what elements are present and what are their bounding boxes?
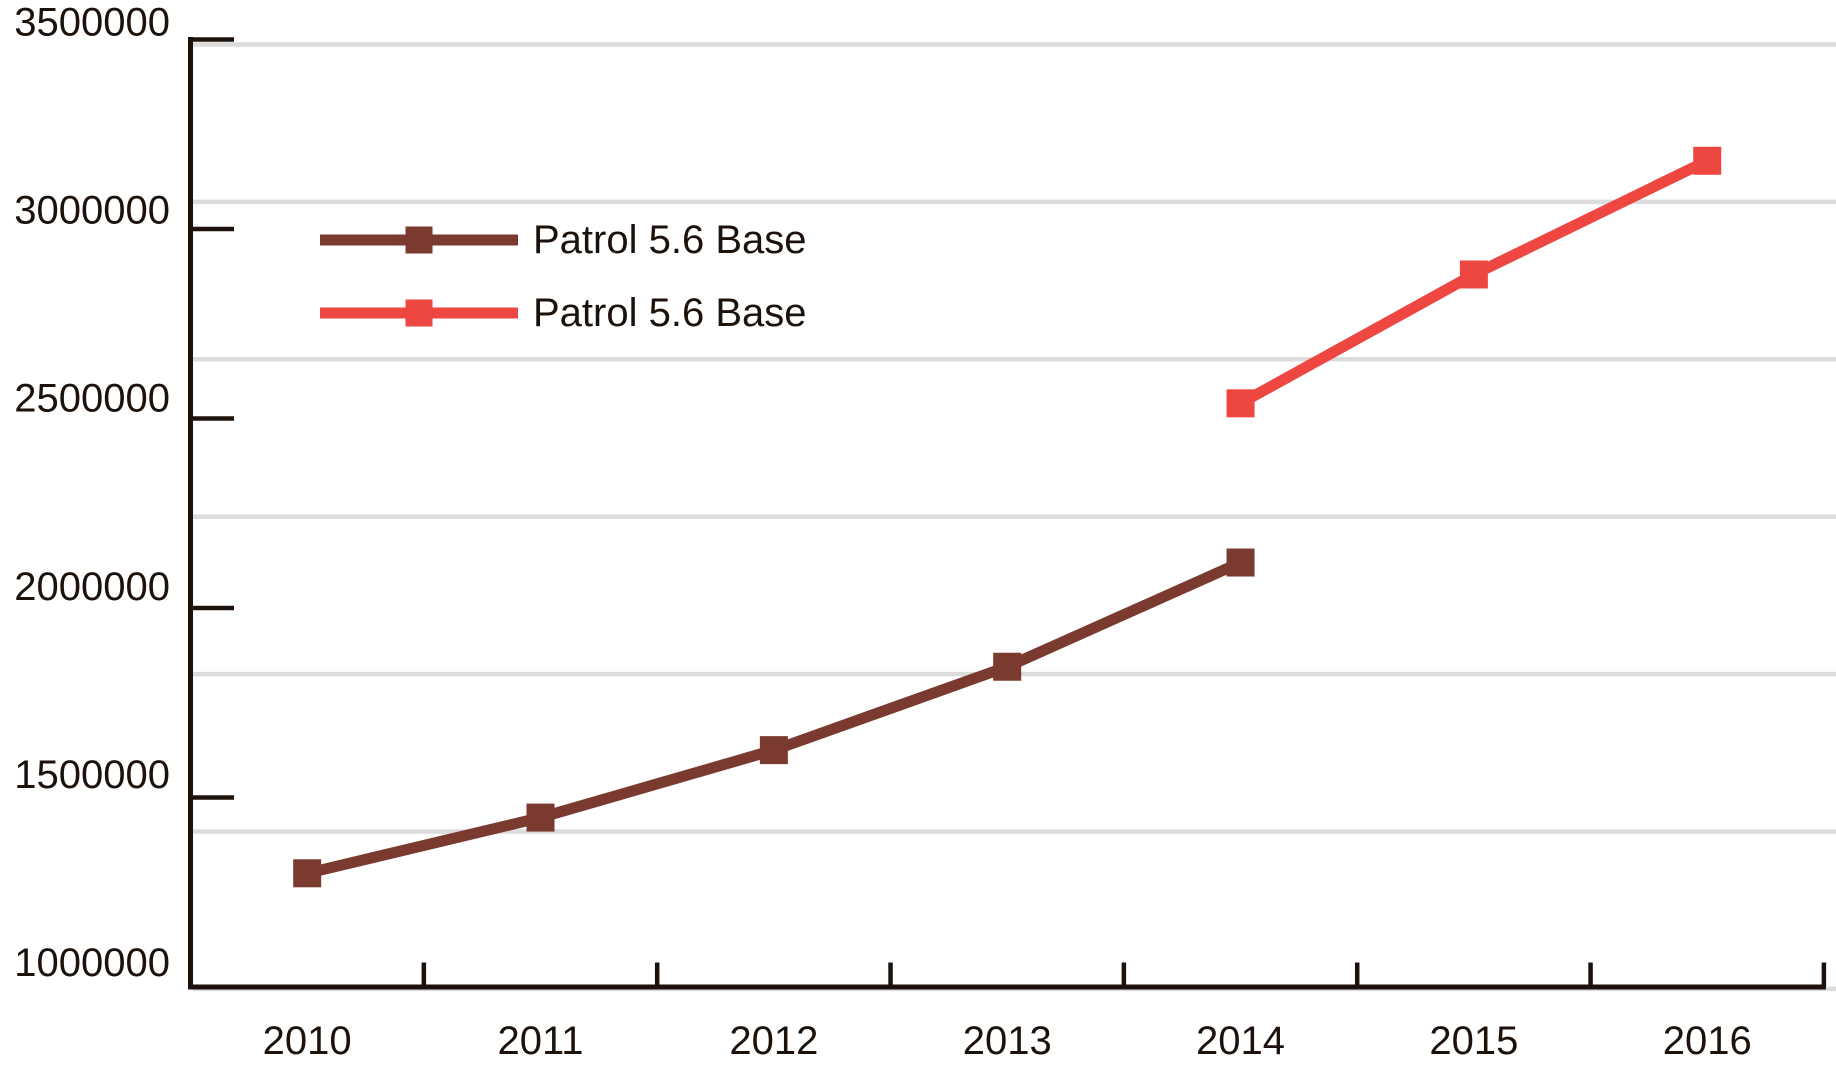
series-2-square-marker [1693,146,1722,175]
x-tick-label: 2012 [729,1019,818,1063]
x-tick-label: 2013 [963,1019,1052,1063]
series-group [293,146,1722,888]
series-1-square-marker [1226,548,1255,577]
series-2-square-marker [1226,389,1255,418]
y-tick-label: 2500000 [14,377,170,421]
y-tick-label: 3500000 [14,1,170,45]
series-1-square-marker [993,652,1022,681]
x-tick-label: 2016 [1663,1019,1752,1063]
y-tick-label: 2000000 [14,565,170,609]
x-tick-label: 2014 [1196,1019,1285,1063]
series-2-square-marker [1459,260,1488,289]
axis-labels-group: 3500000 3000000 2500000 2000000 1500000 10000… [14,1,1751,1064]
axes-group [188,37,1827,990]
x-tick-label: 2011 [498,1019,584,1063]
y-tick-label: 1000000 [14,941,170,985]
series-1-square-marker [759,736,788,765]
y-tick-label: 3000000 [14,189,170,233]
series-line-1 [305,557,1243,879]
series-1-square-marker [526,803,555,832]
x-tick-label: 2010 [263,1019,352,1063]
y-tick-label: 1500000 [14,753,170,797]
x-tick-label: 2015 [1429,1019,1518,1063]
series-1-square-marker [293,859,322,888]
